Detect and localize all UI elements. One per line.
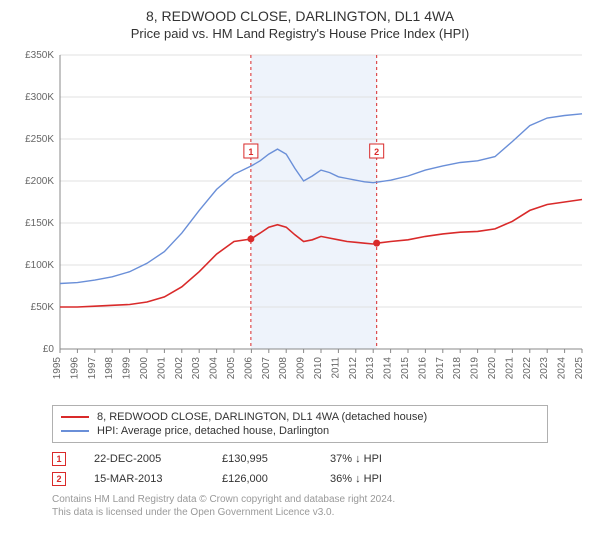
svg-text:2003: 2003 (191, 357, 202, 380)
svg-text:2002: 2002 (174, 357, 185, 380)
svg-text:2023: 2023 (539, 357, 550, 380)
svg-text:2013: 2013 (365, 357, 376, 380)
svg-text:2019: 2019 (470, 357, 481, 380)
svg-text:2004: 2004 (209, 357, 220, 380)
sale-price-1: £130,995 (222, 453, 302, 465)
svg-text:2000: 2000 (139, 357, 150, 380)
svg-text:2009: 2009 (296, 357, 307, 380)
svg-text:£200K: £200K (25, 176, 54, 187)
svg-text:2007: 2007 (261, 357, 272, 380)
svg-text:2012: 2012 (348, 357, 359, 380)
svg-text:2024: 2024 (557, 357, 568, 380)
svg-text:1996: 1996 (69, 357, 80, 380)
svg-text:2015: 2015 (400, 357, 411, 380)
legend-swatch-hpi (61, 430, 89, 432)
sale-pct-1: 37% ↓ HPI (330, 453, 430, 465)
svg-text:£350K: £350K (25, 50, 54, 61)
footer-line-1: Contains HM Land Registry data © Crown c… (52, 493, 548, 506)
svg-text:£250K: £250K (25, 134, 54, 145)
sale-marker-1: 1 (52, 452, 66, 466)
footer-line-2: This data is licensed under the Open Gov… (52, 506, 548, 519)
svg-text:2025: 2025 (574, 357, 585, 380)
sales-table: 1 22-DEC-2005 £130,995 37% ↓ HPI 2 15-MA… (52, 449, 548, 489)
svg-text:2020: 2020 (487, 357, 498, 380)
svg-text:1: 1 (248, 147, 253, 157)
svg-text:2022: 2022 (522, 357, 533, 380)
legend-label-property: 8, REDWOOD CLOSE, DARLINGTON, DL1 4WA (d… (97, 411, 427, 423)
svg-text:2018: 2018 (452, 357, 463, 380)
sale-pct-2: 36% ↓ HPI (330, 473, 430, 485)
sale-date-1: 22-DEC-2005 (94, 453, 194, 465)
svg-text:2008: 2008 (278, 357, 289, 380)
svg-text:£0: £0 (43, 344, 55, 355)
legend-swatch-property (61, 416, 89, 418)
svg-text:2011: 2011 (330, 357, 341, 379)
line-chart: £0 £50K £100K £150K £200K £250K £300K £350K 1995… (12, 49, 588, 399)
legend: 8, REDWOOD CLOSE, DARLINGTON, DL1 4WA (d… (52, 405, 548, 443)
legend-item-property: 8, REDWOOD CLOSE, DARLINGTON, DL1 4WA (d… (61, 410, 539, 424)
chart-area: £0 £50K £100K £150K £200K £250K £300K £350K 1995… (12, 49, 588, 399)
svg-text:2016: 2016 (417, 357, 428, 380)
svg-text:£150K: £150K (25, 218, 54, 229)
sale-date-2: 15-MAR-2013 (94, 473, 194, 485)
svg-text:2021: 2021 (504, 357, 515, 380)
svg-text:2014: 2014 (383, 357, 394, 380)
svg-text:£100K: £100K (25, 260, 54, 271)
page-title: 8, REDWOOD CLOSE, DARLINGTON, DL1 4WA (12, 8, 588, 24)
page-subtitle: Price paid vs. HM Land Registry's House … (12, 26, 588, 41)
svg-text:1998: 1998 (104, 357, 115, 380)
svg-text:2001: 2001 (156, 357, 167, 380)
svg-text:1995: 1995 (52, 357, 63, 380)
svg-text:1999: 1999 (122, 357, 133, 380)
sale-marker-2: 2 (52, 472, 66, 486)
svg-text:1997: 1997 (87, 357, 98, 380)
svg-text:2010: 2010 (313, 357, 324, 380)
svg-text:2006: 2006 (243, 357, 254, 380)
svg-text:£300K: £300K (25, 92, 54, 103)
chart-container: 8, REDWOOD CLOSE, DARLINGTON, DL1 4WA Pr… (0, 0, 600, 527)
sale-row: 2 15-MAR-2013 £126,000 36% ↓ HPI (52, 469, 548, 489)
footer: Contains HM Land Registry data © Crown c… (52, 493, 548, 519)
svg-text:2017: 2017 (435, 357, 446, 380)
sale-price-2: £126,000 (222, 473, 302, 485)
svg-text:2: 2 (374, 147, 379, 157)
svg-text:2005: 2005 (226, 357, 237, 380)
svg-text:£50K: £50K (31, 302, 55, 313)
legend-label-hpi: HPI: Average price, detached house, Darl… (97, 425, 329, 437)
legend-item-hpi: HPI: Average price, detached house, Darl… (61, 424, 539, 438)
sale-row: 1 22-DEC-2005 £130,995 37% ↓ HPI (52, 449, 548, 469)
